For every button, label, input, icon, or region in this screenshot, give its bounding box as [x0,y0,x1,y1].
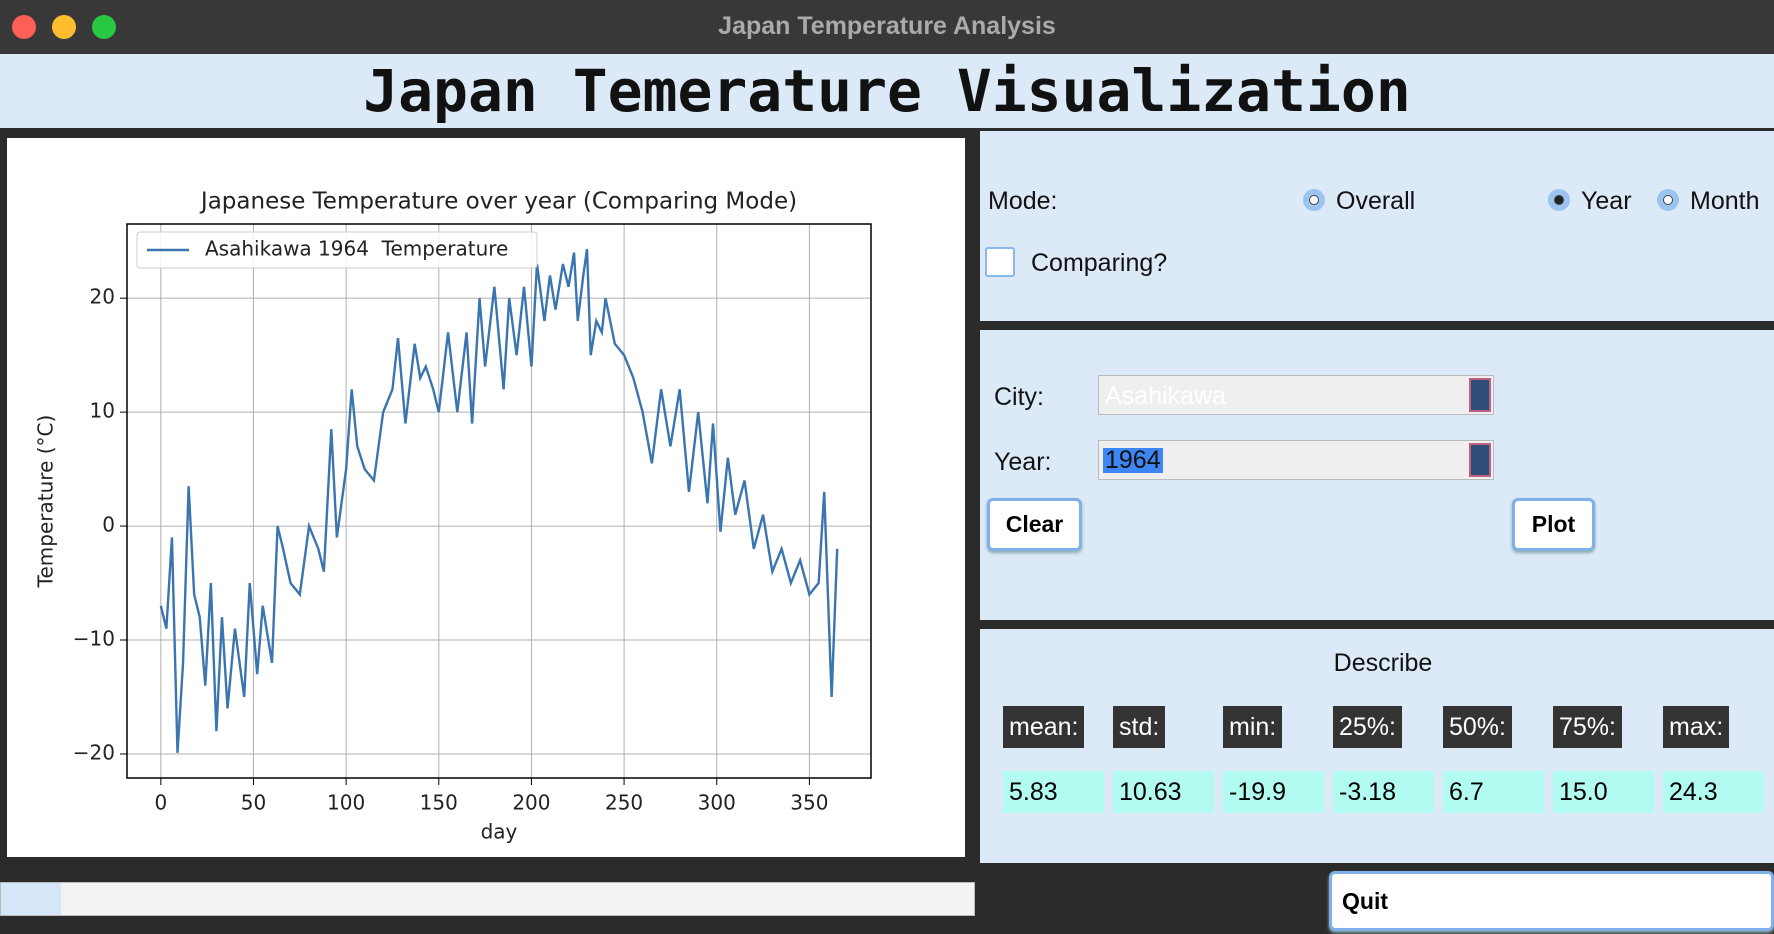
mode-panel: Mode: Overall Year Month Comparing? [980,131,1774,321]
stat-label: min: [1223,706,1283,748]
describe-title: Describe [1333,649,1433,677]
legend-label: Asahikawa 1964 Temperature [205,237,508,261]
stat-label: 25%: [1333,706,1402,748]
window-title: Japan Temperature Analysis [718,12,1056,40]
legend-box [136,231,538,269]
chart: Japanese Temperature over year (Comparin… [34,189,872,844]
minimize-button[interactable] [52,15,76,39]
x-tick-label: 150 [420,791,458,815]
clear-button[interactable]: Clear [987,498,1082,551]
comparing-label: Comparing? [1031,249,1168,277]
y-tick-label: −10 [73,627,115,651]
year-combo[interactable]: 1964 [1098,440,1494,480]
city-combo[interactable]: Asahikawa [1098,375,1494,415]
year-value: 1964 [1103,446,1163,474]
stat-value: 5.83 [1003,771,1104,813]
year-label: Year: [994,448,1052,476]
plot-button[interactable]: Plot [1512,498,1595,551]
x-tick-label: 250 [605,791,643,815]
comparing-checkbox[interactable] [985,247,1015,277]
stat-label: 50%: [1443,706,1512,748]
x-tick-label: 100 [327,791,365,815]
close-button[interactable] [12,15,36,39]
stat-label: 75%: [1553,706,1622,748]
stat-value: 24.3 [1663,771,1764,813]
data-line [159,249,839,753]
stat-label: max: [1663,706,1730,748]
radio-label: Year [1581,187,1632,215]
progress-fill [1,883,61,915]
header-title: Japan Temerature Visualization [363,57,1411,125]
city-label: City: [994,383,1044,411]
y-tick-label: 20 [90,285,115,309]
radio-button[interactable] [1548,189,1570,211]
stat-value: 6.7 [1443,771,1544,813]
dropdown-arrow[interactable] [1469,378,1491,412]
header: Japan Temerature Visualization [0,54,1774,128]
city-value: Asahikawa [1105,382,1226,410]
x-tick-label: 200 [512,791,550,815]
selection-panel: City: Asahikawa Year: 1964 Clear Plot [980,330,1774,620]
y-tick-label: −20 [73,740,115,764]
progress-bar [0,882,975,916]
plot-frame [126,223,872,779]
stat-label: std: [1113,706,1166,748]
x-tick-label: 350 [790,791,828,815]
describe-panel: Describe mean: 5.83 std: 10.63 min: -19.9 25%:… [980,629,1774,863]
y-tick-label: 10 [90,399,115,423]
mode-label: Mode: [988,187,1058,215]
stat-value: -3.18 [1333,771,1434,813]
chart-panel: Japanese Temperature over year (Comparin… [7,138,965,857]
stat-value: -19.9 [1223,771,1324,813]
y-axis-label: Temperature (°C) [34,415,58,589]
zoom-button[interactable] [92,15,116,39]
x-tick-label: 50 [241,791,266,815]
dropdown-arrow[interactable] [1469,443,1491,477]
x-axis-label: day [481,820,518,844]
stat-value: 15.0 [1553,771,1654,813]
quit-button[interactable]: Quit [1329,871,1774,931]
y-tick-label: 0 [102,513,115,537]
x-tick-label: 300 [698,791,736,815]
stat-label: mean: [1003,706,1085,748]
stat-value: 10.63 [1113,771,1214,813]
radio-button[interactable] [1657,189,1679,211]
chart-title: Japanese Temperature over year (Comparin… [199,189,797,215]
x-tick-label: 0 [154,791,167,815]
radio-button[interactable] [1303,189,1325,211]
radio-label: Overall [1336,187,1416,215]
title-bar: Japan Temperature Analysis [0,0,1774,54]
radio-label: Month [1690,187,1760,215]
